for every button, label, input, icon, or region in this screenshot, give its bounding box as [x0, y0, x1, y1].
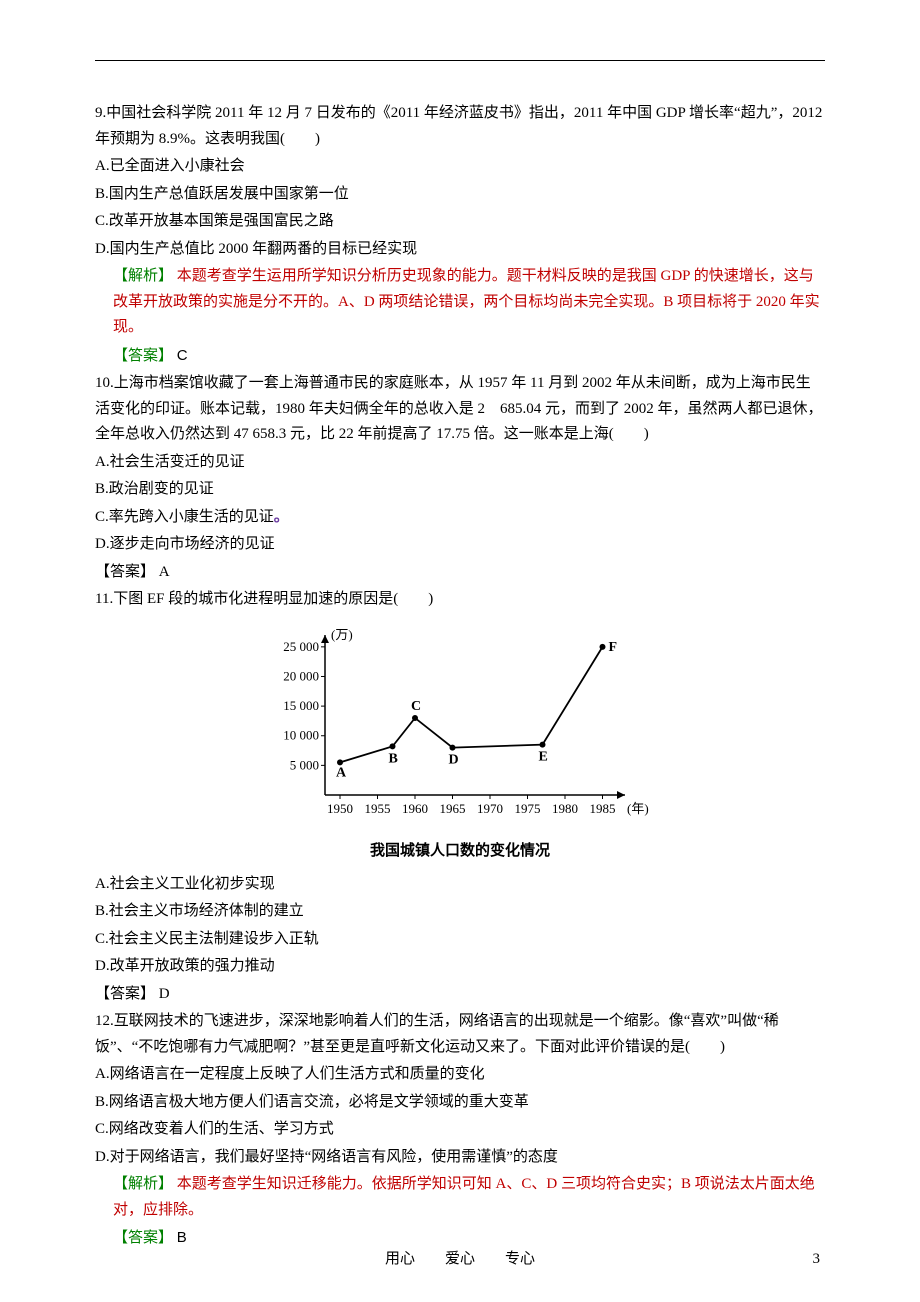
q10-option-c-text: C.率先跨入小康生活的见证: [95, 509, 274, 525]
q9-answer: 【答案】 C: [113, 343, 825, 370]
svg-text:1975: 1975: [515, 801, 541, 816]
chart-container: (万) 5 000 10 000 15 000 20 000 25 000 1950 1955…: [95, 621, 825, 835]
q11-answer: 【答案】 D: [95, 982, 825, 1008]
q11-option-d: D.改革开放政策的强力推动: [95, 954, 825, 980]
footer-text: 用心 爱心 专心: [385, 1251, 535, 1267]
q10-option-b: B.政治剧变的见证: [95, 477, 825, 503]
q12-analysis: 【解析】 本题考查学生知识迁移能力。依据所学知识可知 A、C、D 三项均符合史实…: [113, 1172, 825, 1223]
q12-answer-label: 【答案】: [113, 1230, 177, 1246]
svg-text:B: B: [389, 751, 398, 766]
q9-option-d: D.国内生产总值比 2000 年翻两番的目标已经实现: [95, 237, 825, 263]
svg-text:(万): (万): [331, 627, 353, 642]
svg-text:A: A: [336, 765, 347, 780]
svg-text:1960: 1960: [402, 801, 428, 816]
q10-answer: 【答案】 A: [95, 560, 825, 586]
q12-answer-letter: B: [177, 1229, 187, 1246]
population-line-chart: (万) 5 000 10 000 15 000 20 000 25 000 1950 1955…: [265, 621, 655, 825]
accent-dot-icon: 。: [274, 509, 289, 525]
page-number: 3: [813, 1247, 821, 1273]
q10-option-c: C.率先跨入小康生活的见证。: [95, 505, 825, 531]
q11-answer-letter: D: [159, 986, 170, 1002]
q12-option-c: C.网络改变着人们的生活、学习方式: [95, 1117, 825, 1143]
chart-caption: 我国城镇人口数的变化情况: [95, 838, 825, 864]
q9-answer-label: 【答案】: [113, 348, 177, 364]
q9-answer-letter: C: [177, 347, 188, 364]
q10-answer-label: 【答案】: [95, 564, 159, 580]
q10-option-a: A.社会生活变迁的见证: [95, 450, 825, 476]
svg-text:5 000: 5 000: [290, 757, 319, 772]
q9-stem: 9.中国社会科学院 2011 年 12 月 7 日发布的《2011 年经济蓝皮书…: [95, 101, 825, 152]
q11-stem: 11.下图 EF 段的城市化进程明显加速的原因是( ): [95, 587, 825, 613]
svg-text:1980: 1980: [552, 801, 578, 816]
svg-text:20 000: 20 000: [283, 668, 319, 683]
q9-option-b: B.国内生产总值跃居发展中国家第一位: [95, 182, 825, 208]
svg-text:E: E: [539, 749, 548, 764]
svg-text:C: C: [411, 698, 421, 713]
q9-analysis-text: 本题考查学生运用所学知识分析历史现象的能力。题干材料反映的是我国 GDP 的快速…: [113, 268, 820, 335]
svg-text:1970: 1970: [477, 801, 503, 816]
svg-text:1950: 1950: [327, 801, 353, 816]
svg-text:10 000: 10 000: [283, 727, 319, 742]
svg-text:1965: 1965: [440, 801, 466, 816]
q12-stem: 12.互联网技术的飞速进步，深深地影响着人们的生活，网络语言的出现就是一个缩影。…: [95, 1009, 825, 1060]
q12-option-d: D.对于网络语言，我们最好坚持“网络语言有风险，使用需谨慎”的态度: [95, 1145, 825, 1171]
q10-stem: 10.上海市档案馆收藏了一套上海普通市民的家庭账本，从 1957 年 11 月到…: [95, 371, 825, 448]
q12-option-b: B.网络语言极大地方便人们语言交流，必将是文学领域的重大变革: [95, 1090, 825, 1116]
document-page: 9.中国社会科学院 2011 年 12 月 7 日发布的《2011 年经济蓝皮书…: [0, 0, 920, 1302]
q10-option-d: D.逐步走向市场经济的见证: [95, 532, 825, 558]
q11-option-c: C.社会主义民主法制建设步入正轨: [95, 927, 825, 953]
svg-text:25 000: 25 000: [283, 638, 319, 653]
q9-analysis: 【解析】 本题考查学生运用所学知识分析历史现象的能力。题干材料反映的是我国 GD…: [113, 264, 825, 341]
svg-text:1955: 1955: [365, 801, 391, 816]
q11-answer-label: 【答案】: [95, 986, 159, 1002]
page-footer: 用心 爱心 专心 3: [0, 1247, 920, 1273]
svg-text:D: D: [449, 752, 459, 767]
svg-text:F: F: [609, 639, 618, 654]
q9-analysis-label: 【解析】: [113, 268, 173, 284]
q9-option-a: A.已全面进入小康社会: [95, 154, 825, 180]
top-rule: [95, 60, 825, 61]
q12-analysis-text: 本题考查学生知识迁移能力。依据所学知识可知 A、C、D 三项均符合史实；B 项说…: [113, 1176, 815, 1218]
q10-answer-letter: A: [159, 564, 170, 580]
svg-text:1985: 1985: [590, 801, 616, 816]
svg-text:(年): (年): [627, 801, 649, 816]
q12-option-a: A.网络语言在一定程度上反映了人们生活方式和质量的变化: [95, 1062, 825, 1088]
q11-option-b: B.社会主义市场经济体制的建立: [95, 899, 825, 925]
q9-option-c: C.改革开放基本国策是强国富民之路: [95, 209, 825, 235]
svg-text:15 000: 15 000: [283, 698, 319, 713]
q11-option-a: A.社会主义工业化初步实现: [95, 872, 825, 898]
q12-analysis-label: 【解析】: [113, 1176, 173, 1192]
